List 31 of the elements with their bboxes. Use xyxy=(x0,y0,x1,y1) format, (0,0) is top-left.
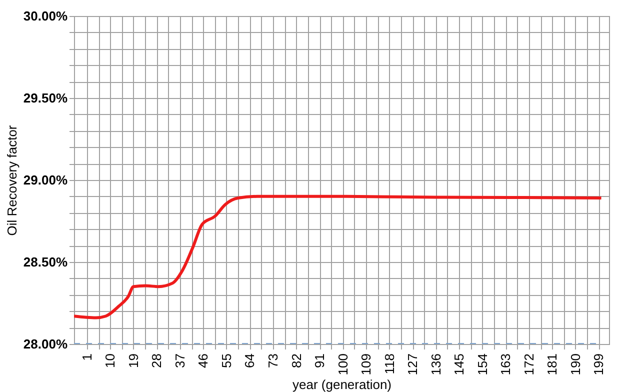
x-tick-label: 100 xyxy=(335,354,350,376)
y-tick-label: 29.00% xyxy=(23,172,68,188)
x-tick-label: 145 xyxy=(452,354,467,376)
y-tick-label: 29.50% xyxy=(23,90,68,106)
x-tick-label: 73 xyxy=(266,354,281,368)
x-tick-label: 64 xyxy=(242,354,258,368)
x-tick-label: 190 xyxy=(568,354,583,376)
x-tick-label: 82 xyxy=(288,354,304,368)
x-tick-label: 163 xyxy=(498,354,514,376)
x-tick-label: 46 xyxy=(196,354,211,368)
x-tick-label: 181 xyxy=(544,354,560,376)
x-tick-label: 28 xyxy=(149,354,164,368)
y-tick-label: 28.50% xyxy=(23,254,68,270)
x-tick-label: 109 xyxy=(358,354,374,376)
line-series xyxy=(74,194,603,320)
y-tick-label: 30.00% xyxy=(23,8,68,24)
x-tick-label: 154 xyxy=(474,354,490,376)
x-tick-label: 199 xyxy=(591,354,606,376)
x-axis-title: year (generation) xyxy=(292,377,392,392)
x-tick-label: 127 xyxy=(405,354,420,376)
x-tick-label: 1 xyxy=(79,354,94,361)
x-tick-label: 136 xyxy=(428,354,444,376)
x-tick-label: 91 xyxy=(312,354,328,368)
y-tick-label: 28.00% xyxy=(23,336,68,352)
x-tick-label: 172 xyxy=(521,354,536,376)
x-tick-label: 55 xyxy=(218,354,234,368)
x-tick-label: 118 xyxy=(382,354,397,374)
x-tick-label: 37 xyxy=(172,354,188,368)
x-tick-label: 19 xyxy=(126,354,141,368)
x-tick-label: 10 xyxy=(102,354,118,368)
y-axis-title: Oil Recovery factor xyxy=(4,124,20,236)
